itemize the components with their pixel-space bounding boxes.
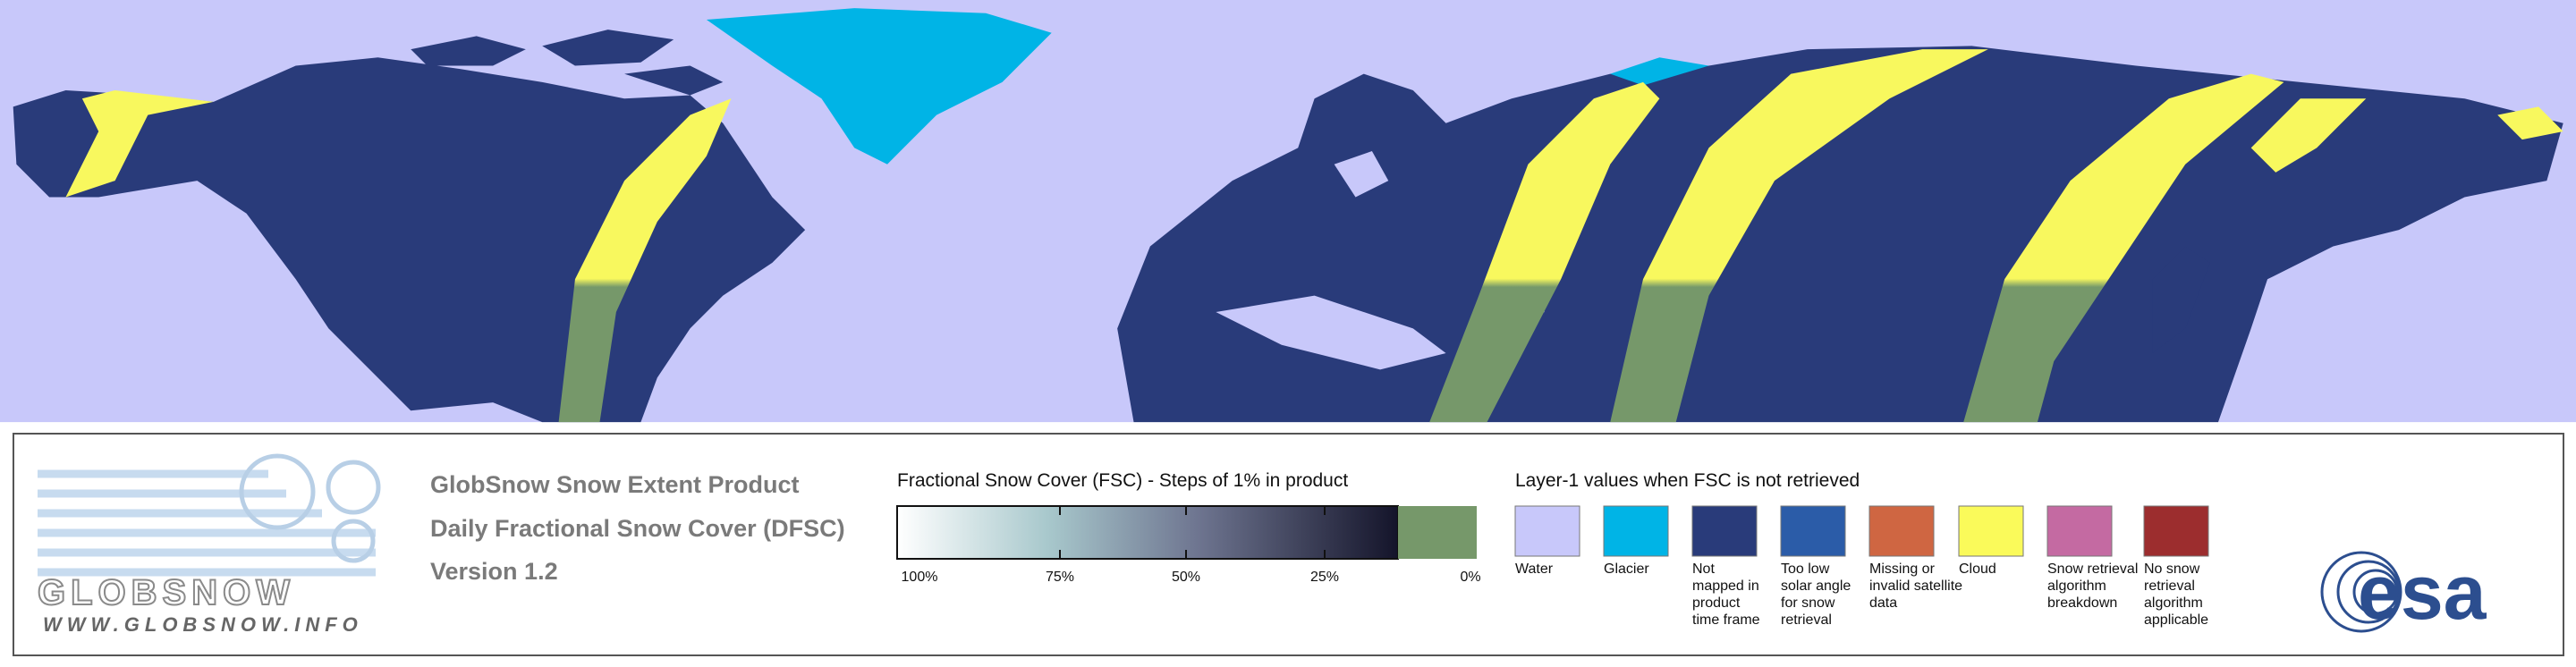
fsc-title: Fractional Snow Cover (FSC) - Steps of 1… <box>897 470 1348 491</box>
fsc-zero-swatch <box>1398 506 1477 559</box>
fsc-colorbar <box>896 505 1399 560</box>
satellite-swaths <box>65 49 2563 423</box>
layer-title: Daily Fractional Snow Cover (DFSC) <box>430 515 845 542</box>
legend-label: Water <box>1515 561 1554 577</box>
logo-url: WWW.GLOBSNOW.INFO <box>43 613 363 636</box>
mediterranean <box>1216 295 1446 370</box>
map <box>0 0 2576 423</box>
legend-label: Glacier <box>1604 561 1649 577</box>
legend-label: data <box>1869 595 1897 611</box>
product-title: GlobSnow Snow Extent Product <box>430 471 800 498</box>
legend-label: Not <box>1692 561 1715 577</box>
legend-swatch <box>1868 505 1935 557</box>
globsnow-logo: GLOBSNOW WWW.GLOBSNOW.INFO <box>37 453 381 636</box>
fsc-label: 0% <box>1460 570 1480 585</box>
legend-swatch <box>1958 505 2024 557</box>
legend-swatch <box>1780 505 1846 557</box>
layer1-title: Layer-1 values when FSC is not retrieved <box>1515 470 1860 491</box>
legend-swatch <box>1603 505 1669 557</box>
legend-swatch <box>1691 505 1758 557</box>
legend-swatch <box>2046 505 2113 557</box>
esa-text: esa <box>2358 550 2487 636</box>
legend-label: applicable <box>2144 612 2208 628</box>
legend-label: mapped in <box>1692 578 1759 594</box>
baltic <box>1334 151 1389 198</box>
fsc-label: 25% <box>1310 570 1339 585</box>
legend-label: algorithm <box>2144 595 2203 611</box>
legend-label: retrieval <box>2144 578 2195 594</box>
legend-label: algorithm <box>2047 578 2106 594</box>
legend-label: invalid satellite <box>1869 578 1962 594</box>
legend-swatch <box>2143 505 2209 557</box>
greenland <box>706 8 1052 165</box>
legend-label: retrieval <box>1781 612 1832 628</box>
fsc-label: 50% <box>1172 570 1200 585</box>
legend-label: Too low <box>1781 561 1830 577</box>
legend-label: breakdown <box>2047 595 2117 611</box>
legend-label: for snow <box>1781 595 1835 611</box>
glacier-islands <box>1610 57 1709 86</box>
legend-label: No snow <box>2144 561 2200 577</box>
fsc-ticks <box>1059 506 1326 559</box>
esa-logo: esa <box>2320 550 2487 636</box>
legend-label: Cloud <box>1959 561 1996 577</box>
legend-label: solar angle <box>1781 578 1851 594</box>
legend-label: Snow retrieval <box>2047 561 2138 577</box>
fsc-label: 75% <box>1046 570 1074 585</box>
fsc-label: 100% <box>902 570 938 585</box>
legend-label: product <box>1692 595 1741 611</box>
legend-swatch <box>1514 505 1580 557</box>
version: Version 1.2 <box>430 558 558 585</box>
legend-label: Missing or <box>1869 561 1936 577</box>
legend-label: time frame <box>1692 612 1760 628</box>
logo-name: GLOBSNOW <box>38 573 295 612</box>
